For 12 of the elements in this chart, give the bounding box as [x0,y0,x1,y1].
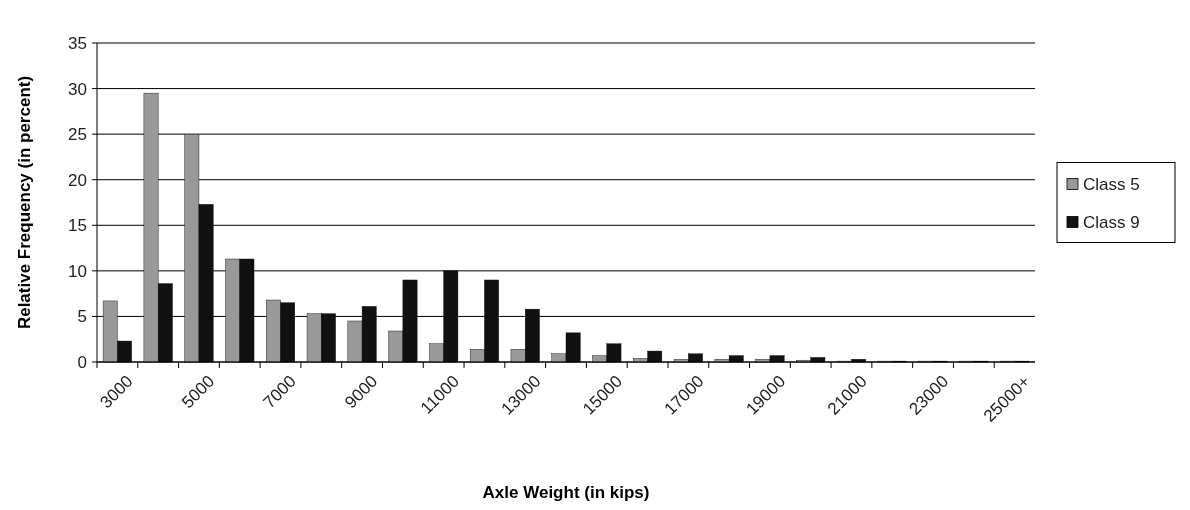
y-tick-label: 20 [68,170,87,190]
x-axis-title: Axle Weight (in kips) [482,483,650,502]
y-tick-label: 5 [77,307,87,327]
legend-label: Class 5 [1083,175,1140,195]
y-tick-label: 15 [68,216,87,236]
legend-label: Class 9 [1083,213,1140,233]
y-tick-label: 0 [77,352,87,372]
y-tick-label: 25 [68,125,87,145]
y-axis-title: Relative Frequency (in percent) [14,75,34,330]
y-tick-label: 30 [68,79,87,99]
y-tick-label: 35 [68,33,87,53]
y-tick-label: 10 [68,261,87,281]
